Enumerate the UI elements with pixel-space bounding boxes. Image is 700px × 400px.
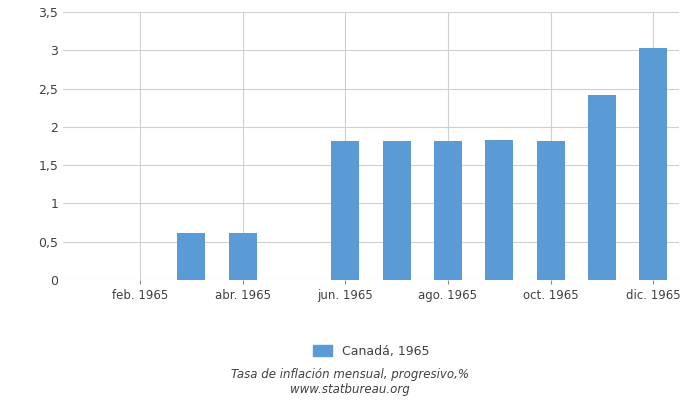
- Bar: [434, 142, 462, 280]
- Bar: [536, 142, 565, 280]
- Bar: [228, 232, 257, 280]
- Text: Tasa de inflación mensual, progresivo,%: Tasa de inflación mensual, progresivo,%: [231, 368, 469, 381]
- Bar: [382, 142, 411, 280]
- Bar: [177, 232, 206, 280]
- Bar: [331, 142, 360, 280]
- Text: www.statbureau.org: www.statbureau.org: [290, 383, 410, 396]
- Bar: [588, 96, 616, 280]
- Bar: [485, 140, 513, 280]
- Legend: Canadá, 1965: Canadá, 1965: [308, 340, 434, 363]
- Bar: [639, 48, 667, 280]
